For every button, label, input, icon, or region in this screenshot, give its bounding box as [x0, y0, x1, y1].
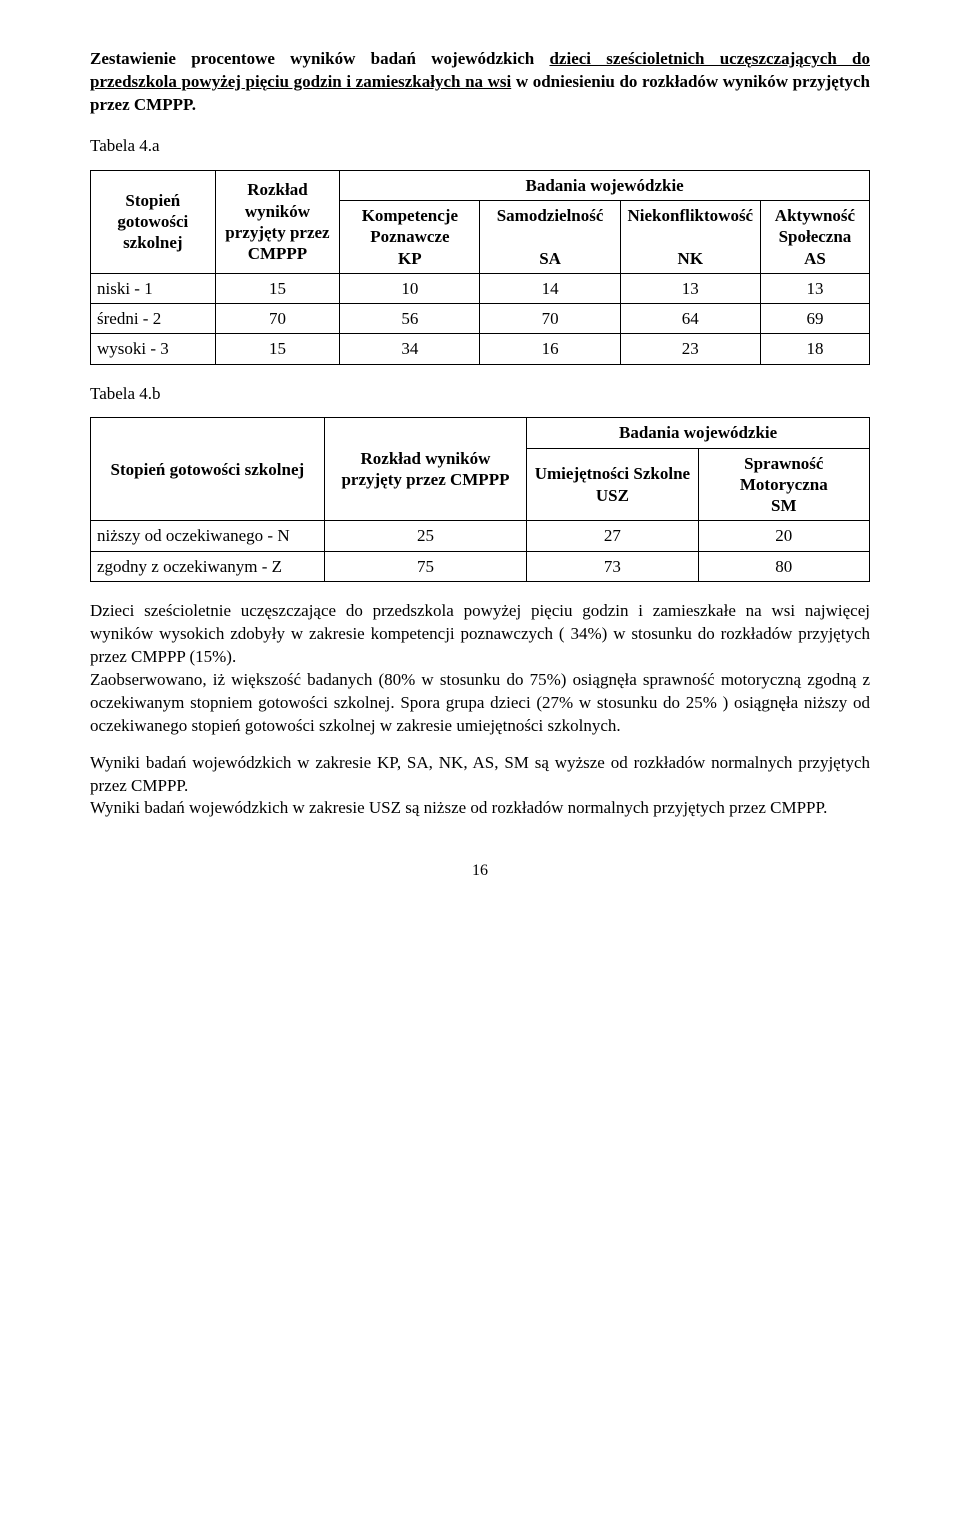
cell: 69	[760, 304, 869, 334]
cell: 23	[620, 334, 760, 364]
col-usz: Umiejętności Szkolne USZ	[527, 448, 698, 521]
table-row: zgodny z oczekiwanym - Z 75 73 80	[91, 551, 870, 581]
col-as: Aktywność Społeczna AS	[760, 201, 869, 274]
cell: 14	[480, 273, 620, 303]
col-stopien: Stopień gotowości szkolnej	[91, 170, 216, 273]
heading-pre: Zestawienie procentowe wyników badań woj…	[90, 49, 549, 68]
page-number: 16	[90, 860, 870, 882]
paragraph-1-text: Dzieci sześcioletnie uczęszczające do pr…	[90, 601, 870, 666]
col-rozklad: Rozkład wyników przyjęty przez CMPPP	[215, 170, 340, 273]
table-row: średni - 2 70 56 70 64 69	[91, 304, 870, 334]
cell: 15	[215, 334, 340, 364]
paragraph-3: Wyniki badań wojewódzkich w zakresie KP,…	[90, 752, 870, 821]
col-sa-abbr: SA	[539, 249, 561, 268]
col-kp-abbr: KP	[398, 249, 422, 268]
row-label: wysoki - 3	[91, 334, 216, 364]
cell: 34	[340, 334, 480, 364]
table-row: niski - 1 15 10 14 13 13	[91, 273, 870, 303]
page-title: Zestawienie procentowe wyników badań woj…	[90, 48, 870, 117]
row-label: zgodny z oczekiwanym - Z	[91, 551, 325, 581]
col-nk: Niekonfliktowość NK	[620, 201, 760, 274]
cell: 56	[340, 304, 480, 334]
col-badania: Badania wojewódzkie	[340, 170, 870, 200]
col-sa: Samodzielność SA	[480, 201, 620, 274]
col-sm-label: Sprawność Motoryczna	[740, 454, 828, 494]
cell: 25	[324, 521, 527, 551]
paragraph-1: Dzieci sześcioletnie uczęszczające do pr…	[90, 600, 870, 738]
cell: 13	[620, 273, 760, 303]
row-label: średni - 2	[91, 304, 216, 334]
col-nk-label: Niekonfliktowość	[627, 206, 753, 225]
paragraph-4-text: Wyniki badań wojewódzkich w zakresie USZ…	[90, 798, 827, 817]
col-usz-abbr: USZ	[596, 486, 629, 505]
col-kp: Kompetencje Poznawcze KP	[340, 201, 480, 274]
table-b-header-row-1: Stopień gotowości szkolnej Rozkład wynik…	[91, 418, 870, 448]
col-as-abbr: AS	[804, 249, 826, 268]
cell: 27	[527, 521, 698, 551]
table-a-label: Tabela 4.a	[90, 135, 870, 158]
col-rozklad: Rozkład wyników przyjęty przez CMPPP	[324, 418, 527, 521]
cell: 15	[215, 273, 340, 303]
cell: 10	[340, 273, 480, 303]
cell: 70	[215, 304, 340, 334]
col-usz-label: Umiejętności Szkolne	[535, 464, 690, 483]
cell: 75	[324, 551, 527, 581]
col-sm-abbr: SM	[771, 496, 797, 515]
cell: 13	[760, 273, 869, 303]
table-b: Stopień gotowości szkolnej Rozkład wynik…	[90, 417, 870, 582]
cell: 20	[698, 521, 869, 551]
col-stopien: Stopień gotowości szkolnej	[91, 418, 325, 521]
page: Zestawienie procentowe wyników badań woj…	[0, 0, 960, 942]
cell: 16	[480, 334, 620, 364]
col-kp-label: Kompetencje Poznawcze	[362, 206, 458, 246]
col-as-label: Aktywność Społeczna	[775, 206, 855, 246]
table-a-header-row-1: Stopień gotowości szkolnej Rozkład wynik…	[91, 170, 870, 200]
cell: 18	[760, 334, 869, 364]
table-a: Stopień gotowości szkolnej Rozkład wynik…	[90, 170, 870, 365]
cell: 64	[620, 304, 760, 334]
cell: 73	[527, 551, 698, 581]
col-badania: Badania wojewódzkie	[527, 418, 870, 448]
paragraph-2-text: Zaobserwowano, iż większość badanych (80…	[90, 670, 870, 735]
paragraph-3-text: Wyniki badań wojewódzkich w zakresie KP,…	[90, 753, 870, 795]
table-b-label: Tabela 4.b	[90, 383, 870, 406]
row-label: niższy od oczekiwanego - N	[91, 521, 325, 551]
col-nk-abbr: NK	[678, 249, 704, 268]
row-label: niski - 1	[91, 273, 216, 303]
cell: 80	[698, 551, 869, 581]
col-sm: Sprawność Motoryczna SM	[698, 448, 869, 521]
table-row: niższy od oczekiwanego - N 25 27 20	[91, 521, 870, 551]
table-row: wysoki - 3 15 34 16 23 18	[91, 334, 870, 364]
cell: 70	[480, 304, 620, 334]
col-sa-label: Samodzielność	[497, 206, 604, 225]
